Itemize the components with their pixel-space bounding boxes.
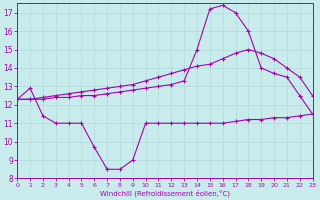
X-axis label: Windchill (Refroidissement éolien,°C): Windchill (Refroidissement éolien,°C) [100,189,230,197]
